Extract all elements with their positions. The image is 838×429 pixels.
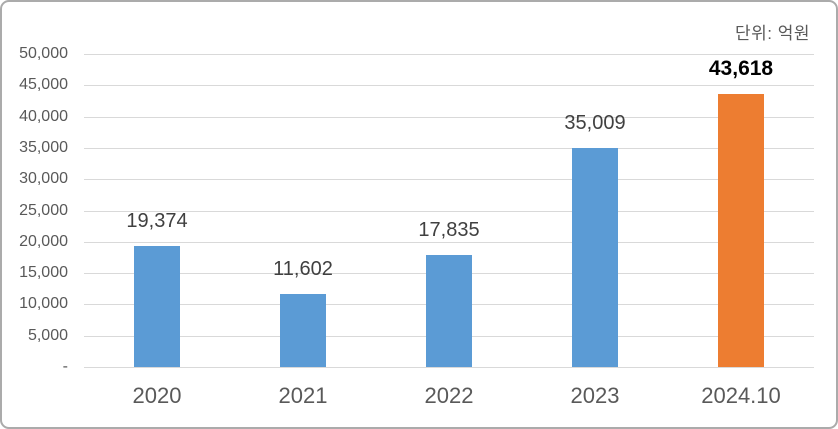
y-axis: 50,000 45,000 40,000 35,000 30,000 25,000 20,0… — [2, 45, 68, 375]
bar-highlighted — [718, 94, 764, 367]
y-axis-tick-label: 45,000 — [19, 76, 68, 93]
bar-slot: 17,835 — [376, 54, 522, 367]
x-axis-category-label: 2022 — [424, 383, 474, 408]
plot-area: 19,374 11,602 17,835 35,009 43,618 — [84, 54, 814, 368]
bars-container: 19,374 11,602 17,835 35,009 43,618 — [84, 54, 814, 367]
x-axis-category-label: 2023 — [570, 383, 620, 408]
gridline — [84, 117, 814, 118]
bar-slot: 11,602 — [230, 54, 376, 367]
bar-slot: 19,374 — [84, 54, 230, 367]
bar-value-label: 43,618 — [708, 57, 774, 80]
y-axis-tick-label: 25,000 — [19, 202, 68, 219]
y-axis-tick-label: 35,000 — [19, 139, 68, 156]
gridline — [84, 242, 814, 243]
x-axis-category-label: 2020 — [132, 383, 182, 408]
y-axis-tick-label: 10,000 — [19, 295, 68, 312]
bar-value-label: 35,009 — [564, 112, 626, 134]
bar — [134, 246, 180, 367]
gridline — [84, 148, 814, 149]
gridline — [84, 211, 814, 212]
gridline — [84, 179, 814, 180]
bar-slot: 43,618 — [668, 54, 814, 367]
x-axis-category-label: 2024.10 — [701, 383, 781, 408]
bar — [426, 255, 472, 367]
y-axis-tick-label: 40,000 — [19, 108, 68, 125]
gridline — [84, 54, 814, 55]
x-axis-category-label: 2021 — [278, 383, 328, 408]
bar-value-label: 11,602 — [273, 258, 333, 280]
bar-slot: 35,009 — [522, 54, 668, 367]
y-axis-tick-label: 20,000 — [19, 233, 68, 250]
bar — [280, 294, 326, 367]
y-axis-tick-label: 15,000 — [19, 264, 68, 281]
gridline — [84, 367, 814, 368]
gridline — [84, 85, 814, 86]
bar — [572, 148, 618, 367]
y-axis-tick-label: 5,000 — [27, 327, 68, 344]
y-axis-tick-label: 50,000 — [19, 45, 68, 62]
y-axis-tick-label: 30,000 — [19, 170, 68, 187]
bar-value-label: 17,835 — [418, 219, 480, 241]
y-axis-tick-label: - — [62, 358, 68, 375]
bar-value-label: 19,374 — [126, 210, 188, 232]
unit-label: 단위: 억원 — [734, 24, 810, 43]
x-axis: 2020 2021 2022 2023 2024.10 — [84, 380, 814, 412]
